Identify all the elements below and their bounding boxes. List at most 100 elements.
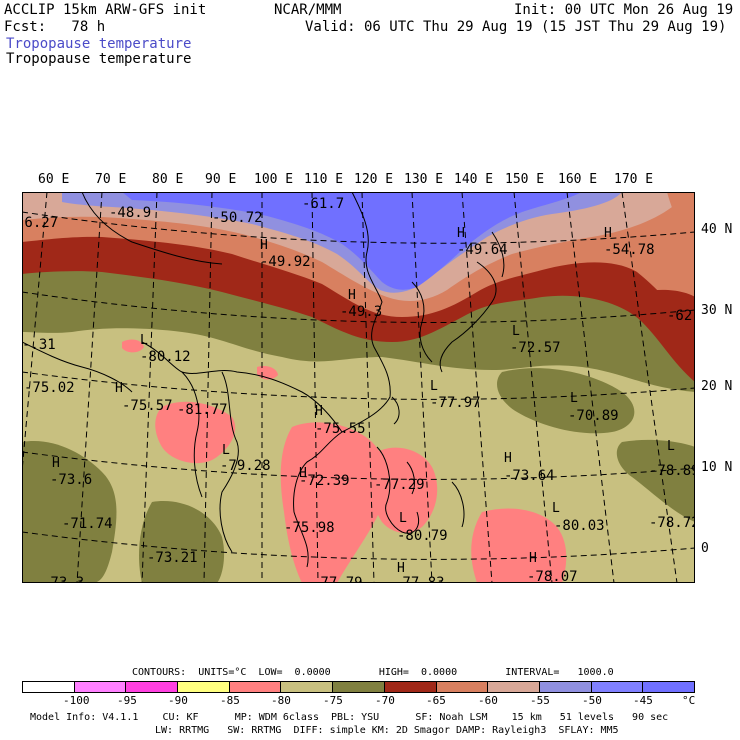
value-label: -49.92 — [260, 254, 311, 270]
value-label: -.31 — [22, 337, 56, 353]
low-marker: L — [667, 439, 675, 454]
lon-label: 140 E — [454, 172, 494, 187]
forecast-hour: Fcst: 78 h — [4, 19, 106, 35]
value-label: -72.39 — [299, 473, 350, 489]
high-marker: H — [52, 456, 60, 471]
high-marker: H — [119, 192, 127, 195]
value-label: -50.72 — [212, 210, 263, 226]
olive-patch — [497, 368, 635, 434]
high-marker: H — [234, 192, 242, 195]
value-label: -77.83 — [394, 575, 445, 583]
pink-patch — [122, 339, 144, 353]
value-label: -75.98 — [284, 520, 335, 536]
value-label: -77.29 — [374, 477, 425, 493]
high-marker: H — [397, 561, 405, 576]
color-bar-tick: -60 — [478, 694, 498, 707]
field-title-contour: Tropopause temperature — [6, 51, 192, 67]
lon-label: 150 E — [505, 172, 545, 187]
value-label: -75.02 — [24, 380, 75, 396]
olive-patch — [616, 439, 695, 522]
lon-label: 100 E — [254, 172, 294, 187]
color-swatch — [333, 682, 385, 692]
lon-label: 110 E — [304, 172, 344, 187]
lon-label: 160 E — [558, 172, 598, 187]
band-orange — [667, 192, 695, 252]
low-marker: L — [399, 511, 407, 526]
color-swatch — [229, 682, 282, 692]
color-bar-tick: -90 — [168, 694, 188, 707]
lon-label: 170 E — [614, 172, 654, 187]
color-bar-tick: -95 — [117, 694, 137, 707]
low-marker: L — [140, 333, 148, 348]
value-label: -73.3 — [42, 575, 84, 583]
value-label: -80.03 — [554, 518, 605, 534]
color-bar-tick: -100 — [63, 694, 90, 707]
value-label: -49.64 — [457, 242, 508, 258]
value-label: -73.64 — [504, 468, 555, 484]
color-swatch — [436, 682, 489, 692]
value-label: -49.3 — [340, 304, 382, 320]
color-bar-tick: -55 — [530, 694, 550, 707]
high-marker: H — [260, 238, 268, 253]
value-label: -75.57 — [122, 398, 173, 414]
color-bar-tick: -80 — [271, 694, 291, 707]
value-label: -72.57 — [510, 340, 561, 356]
color-swatch — [178, 682, 230, 692]
init-time: Init: 00 UTC Mon 26 Aug 19 — [514, 2, 734, 18]
high-marker: H — [504, 451, 512, 466]
lat-label: 40 N — [701, 222, 733, 237]
olive-patch — [139, 501, 225, 583]
low-marker: L — [430, 379, 438, 394]
color-bar-tick: -45 — [633, 694, 653, 707]
lon-label: 60 E — [38, 172, 70, 187]
pink-patch — [280, 422, 387, 583]
field-title-shaded: Tropopause temperature — [6, 36, 192, 52]
value-label: -75.55 — [315, 421, 366, 437]
high-marker: H — [457, 226, 465, 241]
lat-label: 0 — [701, 541, 709, 556]
color-bar-tick: -70 — [375, 694, 395, 707]
lon-label: 70 E — [95, 172, 127, 187]
value-label: -79.28 — [220, 458, 271, 474]
value-label: -48.9 — [109, 205, 151, 221]
value-label: -80.79 — [397, 528, 448, 544]
olive-patch — [22, 441, 117, 583]
low-marker: L — [222, 443, 230, 458]
value-label: -54.78 — [604, 242, 655, 258]
value-label: -61.7 — [302, 196, 344, 212]
color-bar-tick: -65 — [426, 694, 446, 707]
model-info-line2: LW: RRTMG SW: RRTMG DIFF: simple KM: 2D … — [155, 725, 619, 736]
value-label: -71.74 — [62, 516, 113, 532]
pink-patch — [155, 401, 236, 464]
value-label: -6.27 — [22, 215, 58, 231]
color-bar — [22, 681, 695, 693]
color-swatch — [23, 682, 75, 692]
value-label: -78.89 — [649, 463, 695, 479]
low-marker: L — [512, 324, 520, 339]
lat-label: 30 N — [701, 303, 733, 318]
lat-label: 20 N — [701, 379, 733, 394]
pink-patch — [471, 508, 567, 583]
color-swatch — [488, 682, 540, 692]
valid-time: Valid: 06 UTC Thu 29 Aug 19 (15 JST Thu … — [305, 19, 727, 35]
value-label: -77.79 — [312, 575, 363, 583]
lon-label: 90 E — [205, 172, 237, 187]
high-marker: H — [299, 466, 307, 481]
color-swatch — [643, 682, 694, 692]
high-marker: H — [529, 551, 537, 566]
band-blue — [122, 192, 582, 290]
center-label: NCAR/MMM — [274, 2, 342, 18]
tropopause-temperature-map: H H H H H H H H H H H H H H L L L L L L … — [22, 192, 695, 583]
low-marker: L — [552, 501, 560, 516]
value-label: -81.77 — [177, 402, 228, 418]
high-marker: H — [604, 226, 612, 241]
color-bar-tick: -50 — [582, 694, 602, 707]
color-swatch — [539, 682, 592, 692]
value-label: -77.97 — [430, 395, 481, 411]
color-swatch — [384, 682, 437, 692]
lon-label: 130 E — [404, 172, 444, 187]
band-darkred — [642, 289, 695, 382]
value-label: -73.21 — [147, 550, 198, 566]
value-label: -78.72 — [649, 515, 695, 531]
low-marker: L — [570, 391, 578, 406]
